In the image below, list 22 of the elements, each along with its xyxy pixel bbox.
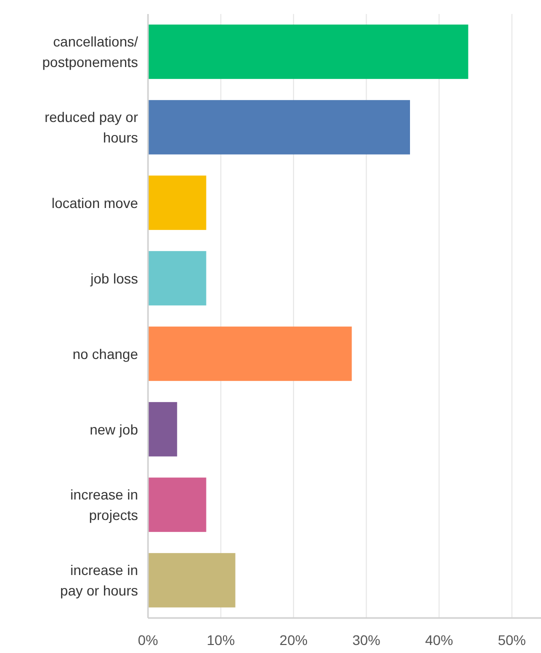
bar: [148, 402, 178, 456]
bar: [148, 100, 410, 154]
x-tick-label: 20%: [280, 632, 308, 648]
y-tick-label: cancellations/postponements: [42, 34, 138, 70]
bar: [148, 251, 206, 306]
bar: [148, 478, 206, 532]
y-tick-label: increase in pay or hours: [60, 562, 138, 598]
x-tick-label: 30%: [352, 632, 380, 648]
bar: [148, 24, 468, 79]
bar: [148, 326, 352, 381]
x-tick-label: 40%: [425, 632, 454, 648]
x-tick-label: 0%: [138, 632, 158, 648]
bar: [148, 553, 236, 608]
y-tick-label: no change: [72, 346, 138, 362]
y-tick-label: reduced pay or hours: [44, 109, 138, 146]
x-tick-label: 50%: [498, 632, 526, 648]
y-tick-label: job loss: [90, 270, 138, 286]
y-tick-label: increase in projects: [70, 486, 138, 523]
y-tick-label: new job: [90, 421, 138, 438]
x-tick-label: 10%: [206, 632, 235, 648]
bar: [148, 176, 206, 230]
y-tick-label: location move: [52, 194, 138, 211]
